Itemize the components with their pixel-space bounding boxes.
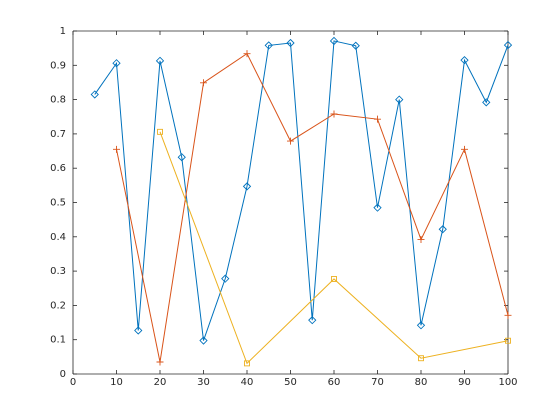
marker xyxy=(287,137,294,145)
x-tick-label: 0 xyxy=(70,377,76,388)
marker xyxy=(157,128,163,135)
y-tick-label: 0.3 xyxy=(50,266,66,277)
marker xyxy=(482,98,491,107)
marker xyxy=(264,41,273,50)
marker xyxy=(308,316,317,325)
marker xyxy=(329,36,339,46)
series-line xyxy=(116,52,509,363)
y-tick-label: 0.7 xyxy=(50,129,66,140)
marker xyxy=(418,355,424,362)
marker xyxy=(504,311,512,319)
marker xyxy=(156,358,164,366)
marker xyxy=(373,203,382,212)
marker xyxy=(374,115,381,123)
marker xyxy=(460,56,469,65)
marker xyxy=(416,321,426,330)
marker xyxy=(417,236,425,244)
x-tick-label: 30 xyxy=(197,377,210,388)
marker xyxy=(438,225,447,234)
marker xyxy=(112,59,121,68)
marker xyxy=(461,145,468,153)
x-tick-label: 80 xyxy=(415,377,428,388)
x-tick-label: 60 xyxy=(328,377,341,388)
marker xyxy=(503,40,513,50)
y-tick-label: 0.5 xyxy=(50,198,66,209)
marker xyxy=(505,337,511,344)
x-tick-label: 10 xyxy=(110,377,123,388)
marker xyxy=(243,50,251,58)
marker xyxy=(134,326,143,335)
marker xyxy=(331,276,337,282)
x-tick-label: 70 xyxy=(371,377,384,388)
plot-area xyxy=(73,31,508,374)
marker xyxy=(351,41,360,50)
marker xyxy=(395,95,404,104)
y-tick-label: 0.8 xyxy=(50,95,66,106)
x-tick-label: 100 xyxy=(498,377,517,388)
y-tick-label: 0.1 xyxy=(50,335,66,346)
marker xyxy=(90,90,99,99)
series-line xyxy=(159,131,509,365)
x-tick-label: 50 xyxy=(284,377,297,388)
x-tick-label: 90 xyxy=(458,377,471,388)
y-tick-label: 0 xyxy=(60,369,66,380)
marker xyxy=(244,360,250,367)
marker xyxy=(242,182,252,191)
x-tick-label: 40 xyxy=(241,377,254,388)
x-tick-label: 20 xyxy=(154,377,167,388)
marker xyxy=(155,56,165,65)
marker xyxy=(177,153,186,162)
series-line xyxy=(94,40,509,341)
marker xyxy=(113,145,120,153)
marker xyxy=(330,110,338,118)
y-tick-label: 0.6 xyxy=(50,163,66,174)
marker xyxy=(286,38,295,48)
y-tick-label: 0.9 xyxy=(50,60,66,71)
marker xyxy=(200,79,207,87)
y-tick-label: 0.4 xyxy=(50,232,66,243)
y-tick-label: 0.2 xyxy=(50,300,66,311)
marker xyxy=(221,274,230,283)
y-tick-label: 1 xyxy=(60,26,66,37)
marker xyxy=(199,336,208,345)
